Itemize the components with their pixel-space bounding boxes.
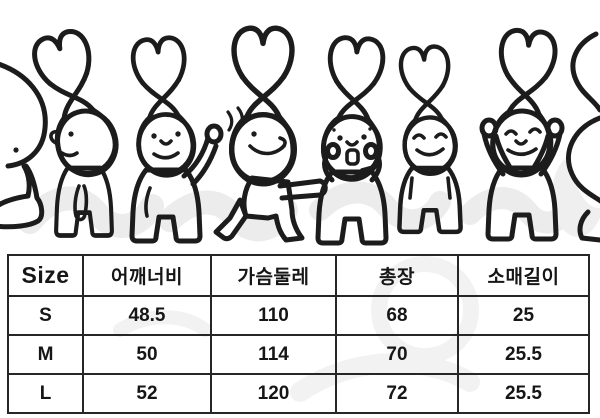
figure-surprised <box>318 37 386 243</box>
table-cell: 70 <box>335 334 459 375</box>
table-cell: 25 <box>457 295 590 336</box>
table-cell: 52 <box>82 373 212 414</box>
table-cell: 72 <box>335 373 459 414</box>
header-row: Size 어깨너비 가슴둘레 총장 소매길이 <box>7 254 590 297</box>
table-cell: 48.5 <box>82 295 212 336</box>
table-cell: 25.5 <box>457 373 590 414</box>
figure-cheering <box>479 29 565 239</box>
table-row-s: S 48.5 110 68 25 <box>7 295 590 336</box>
table-cell: 68 <box>335 295 459 336</box>
column-header-size: Size <box>7 254 84 297</box>
table-cell: 50 <box>82 334 212 375</box>
figure-striding <box>213 28 328 243</box>
heart-balloon-head-icon <box>232 28 295 184</box>
column-header-chest: 가슴둘레 <box>210 254 337 297</box>
size-chart-table: Size 어깨너비 가슴둘레 총장 소매길이 S 48.5 110 68 25 … <box>7 254 590 414</box>
table-row-l: L 52 120 72 25.5 <box>7 373 590 414</box>
table-cell: 114 <box>210 334 337 375</box>
size-label: L <box>7 373 84 414</box>
figure-smiling <box>398 45 461 231</box>
table-row-m: M 50 114 70 25.5 <box>7 334 590 375</box>
figure-waving <box>130 36 244 241</box>
figure-cropped-right <box>566 31 600 243</box>
figure-kneeling <box>0 62 48 230</box>
size-label: S <box>7 295 84 336</box>
table-cell: 25.5 <box>457 334 590 375</box>
table-cell: 110 <box>210 295 337 336</box>
column-header-total-length: 총장 <box>335 254 459 297</box>
table-cell: 120 <box>210 373 337 414</box>
column-header-sleeve-length: 소매길이 <box>457 254 590 297</box>
figure-profile <box>28 27 123 235</box>
size-label: M <box>7 334 84 375</box>
column-header-shoulder-width: 어깨너비 <box>82 254 212 297</box>
